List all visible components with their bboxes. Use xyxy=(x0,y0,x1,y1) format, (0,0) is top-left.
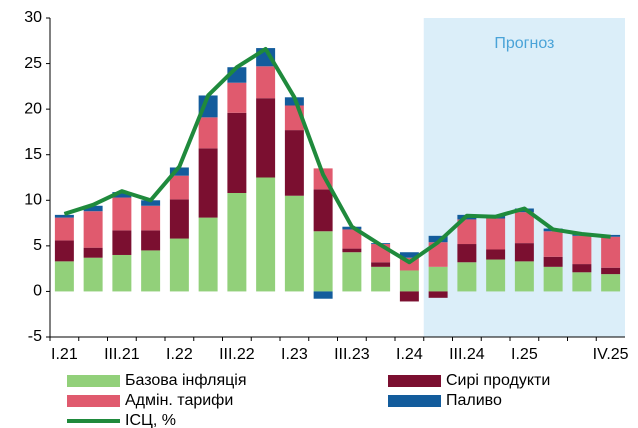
bar-segment xyxy=(227,112,247,193)
bar-segment xyxy=(543,256,563,267)
y-tick-label: 30 xyxy=(24,9,42,26)
x-tick-label: I.25 xyxy=(511,346,538,363)
legend-label: Сирі продукти xyxy=(446,372,550,389)
bar-segment xyxy=(141,205,161,231)
bar-segment xyxy=(54,214,74,218)
bar-segment xyxy=(198,217,218,292)
legend-swatch xyxy=(388,395,441,407)
bar-segment xyxy=(54,217,74,241)
bar-segment xyxy=(83,211,103,248)
bar-segment xyxy=(457,262,477,292)
bar-segment xyxy=(428,266,448,292)
bar-segment xyxy=(83,205,103,212)
x-tick-label: I.21 xyxy=(51,346,78,363)
bar-segment xyxy=(112,230,132,255)
bar-segment xyxy=(169,175,189,200)
bar-segment xyxy=(486,249,506,260)
bar-segment xyxy=(543,231,563,257)
bar-segment xyxy=(313,291,333,299)
bar-segment xyxy=(169,167,189,176)
foreground: -5 0 5 10 15 20 25 30 I.21 III.21 I.22 III.22 I.23 II… xyxy=(24,9,628,428)
bar-segment xyxy=(256,66,276,99)
bar-segment xyxy=(514,243,534,262)
bar-segment xyxy=(342,248,362,253)
bar-segment xyxy=(227,192,247,292)
bar-segment xyxy=(543,266,563,292)
bar-segment xyxy=(198,148,218,218)
bar-segment xyxy=(457,244,477,263)
bar-segment xyxy=(371,262,391,267)
bar-segment xyxy=(572,235,592,265)
legend-label: Паливо xyxy=(446,392,502,409)
bar-segment xyxy=(514,261,534,292)
bar-segment xyxy=(313,231,333,292)
y-tick-label: 5 xyxy=(33,237,42,254)
bar-segment xyxy=(54,240,74,262)
y-tick-label: 10 xyxy=(24,192,42,209)
x-tick-label: IV.25 xyxy=(593,346,629,363)
cpi-line xyxy=(63,46,611,265)
bar-segment xyxy=(54,261,74,292)
bar-segment xyxy=(457,219,477,245)
x-tick-label: I.22 xyxy=(166,346,193,363)
bar-segment xyxy=(141,200,161,206)
bar-segment xyxy=(284,195,304,292)
bar-segment xyxy=(428,291,448,298)
x-tick-label: I.24 xyxy=(396,346,423,363)
bar-segment xyxy=(342,252,362,292)
y-tick-label: 20 xyxy=(24,100,42,117)
bar-segment xyxy=(112,192,132,198)
bar-segment xyxy=(112,197,132,231)
bar-segment xyxy=(141,250,161,292)
bar-segment xyxy=(601,274,621,292)
x-tick-label: III.22 xyxy=(219,346,255,363)
legend-swatch xyxy=(67,375,120,387)
x-tick-label: III.24 xyxy=(449,346,485,363)
bar-segment xyxy=(112,254,132,292)
bar-segment xyxy=(227,82,247,113)
y-tick-label: -5 xyxy=(28,328,42,345)
bar-segment xyxy=(601,267,621,275)
bar-segment xyxy=(399,291,419,302)
legend-swatch xyxy=(67,395,120,407)
bar-segment xyxy=(399,270,419,292)
bar-segment xyxy=(256,98,276,178)
bar-segment xyxy=(169,238,189,292)
bar-segment xyxy=(486,259,506,292)
y-tick-label: 15 xyxy=(24,146,42,163)
y-tick-label: 0 xyxy=(33,283,42,300)
x-tick-label: III.21 xyxy=(104,346,140,363)
bar-segment xyxy=(284,130,304,196)
bar-segment xyxy=(83,247,103,258)
legend-label: Адмін. тарифи xyxy=(125,392,233,409)
bar-segment xyxy=(486,218,506,250)
bar-segment xyxy=(371,266,391,292)
bar-segment xyxy=(169,199,189,239)
bar-segment xyxy=(198,117,218,149)
y-tick-label: 25 xyxy=(24,55,42,72)
bar-segment xyxy=(399,252,419,258)
bar-segment xyxy=(342,229,362,249)
x-tick-label: I.23 xyxy=(281,346,308,363)
bar-segment xyxy=(141,230,161,251)
bar-segment xyxy=(313,189,333,232)
bar-segment xyxy=(428,242,448,267)
bar-segment xyxy=(83,257,103,292)
bar-segment xyxy=(601,236,621,268)
bar-segment xyxy=(428,235,448,243)
legend-label: ІСЦ, % xyxy=(125,412,176,428)
x-tick-label: III.23 xyxy=(334,346,370,363)
bar-segment xyxy=(572,272,592,292)
bar-segment xyxy=(514,212,534,244)
bar-segment xyxy=(256,177,276,292)
legend-label: Базова інфляція xyxy=(125,372,247,389)
bar-segment xyxy=(572,264,592,273)
forecast-label: Прогноз xyxy=(494,35,554,52)
legend-swatch xyxy=(388,375,441,387)
